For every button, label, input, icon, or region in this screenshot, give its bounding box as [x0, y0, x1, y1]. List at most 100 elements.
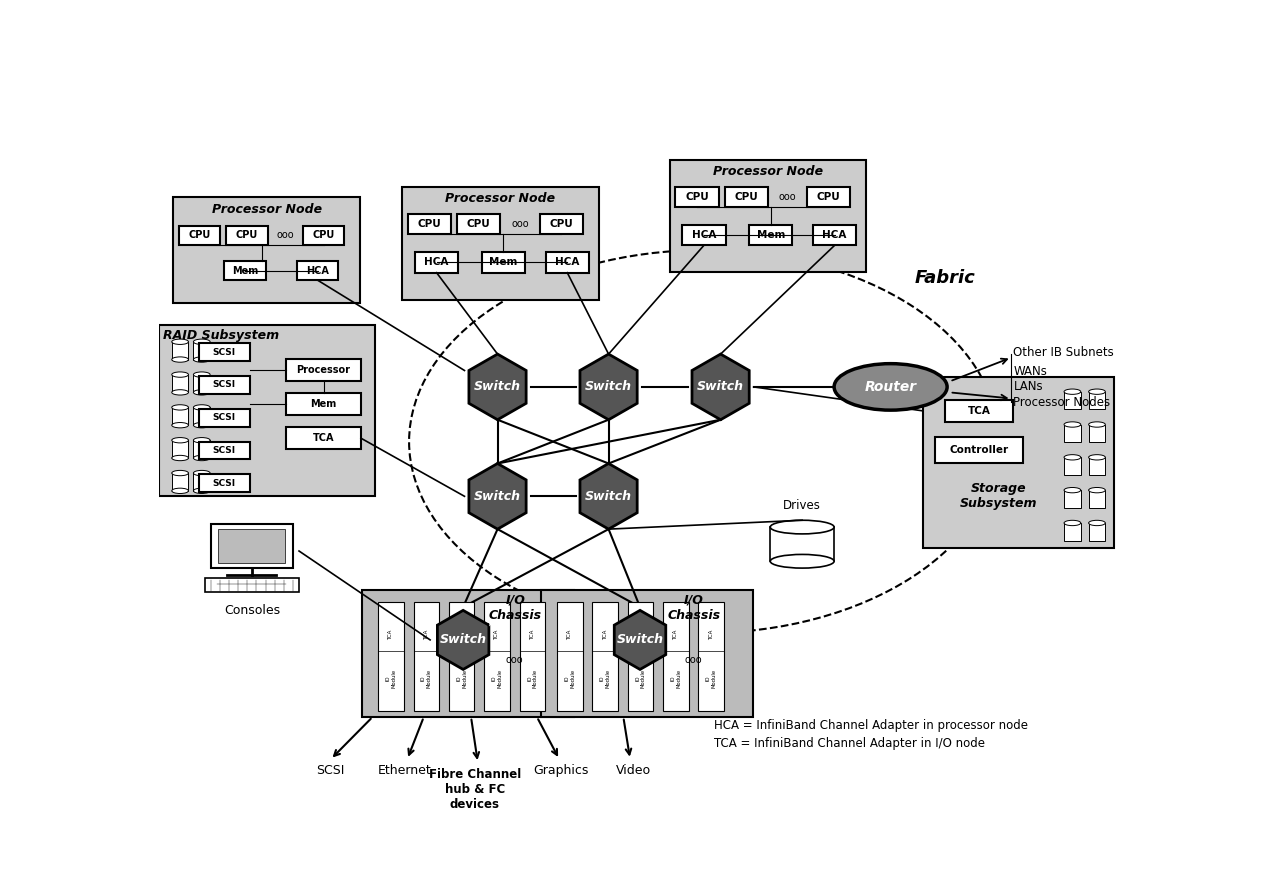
Text: SCSI: SCSI — [213, 479, 236, 488]
FancyBboxPatch shape — [194, 440, 210, 458]
Ellipse shape — [770, 554, 834, 568]
Text: TCA: TCA — [602, 630, 607, 640]
Text: CPU: CPU — [685, 192, 709, 202]
Text: Mem: Mem — [232, 266, 259, 275]
FancyBboxPatch shape — [171, 375, 189, 392]
Text: CPU: CPU — [418, 219, 441, 229]
Text: Drives: Drives — [784, 499, 822, 512]
Polygon shape — [579, 354, 638, 420]
FancyBboxPatch shape — [287, 427, 361, 449]
Ellipse shape — [171, 372, 189, 377]
FancyBboxPatch shape — [1064, 490, 1080, 508]
Ellipse shape — [194, 488, 210, 494]
Text: I/O
Chassis: I/O Chassis — [488, 594, 541, 622]
FancyBboxPatch shape — [935, 437, 1023, 463]
FancyBboxPatch shape — [378, 602, 403, 711]
FancyBboxPatch shape — [682, 225, 725, 245]
FancyBboxPatch shape — [408, 214, 451, 234]
Text: IO
Module: IO Module — [635, 669, 645, 688]
Text: ooo: ooo — [511, 219, 529, 229]
Ellipse shape — [171, 471, 189, 476]
Text: TCA: TCA — [388, 630, 393, 640]
Ellipse shape — [1064, 422, 1080, 427]
Text: IO
Module: IO Module — [671, 669, 681, 688]
Ellipse shape — [1089, 455, 1106, 460]
Text: Fabric: Fabric — [914, 268, 975, 287]
Text: Switch: Switch — [474, 380, 521, 393]
Polygon shape — [469, 464, 526, 529]
FancyBboxPatch shape — [199, 474, 250, 492]
Text: Switch: Switch — [585, 490, 631, 503]
FancyBboxPatch shape — [1064, 523, 1080, 541]
Ellipse shape — [171, 390, 189, 395]
FancyBboxPatch shape — [813, 225, 856, 245]
FancyBboxPatch shape — [724, 186, 767, 207]
Text: TCA: TCA — [530, 630, 535, 640]
Text: TCA: TCA — [459, 630, 464, 640]
Text: Processor Nodes: Processor Nodes — [1013, 396, 1111, 409]
FancyBboxPatch shape — [171, 342, 189, 360]
Text: SCSI: SCSI — [213, 380, 236, 389]
Text: RAID Subsystem: RAID Subsystem — [164, 329, 279, 342]
FancyBboxPatch shape — [1064, 457, 1080, 475]
Text: IO
Module: IO Module — [600, 669, 610, 688]
FancyBboxPatch shape — [210, 524, 293, 568]
Ellipse shape — [194, 456, 210, 461]
Ellipse shape — [194, 438, 210, 443]
Text: IO
Module: IO Module — [527, 669, 538, 688]
Ellipse shape — [171, 456, 189, 461]
Text: TCA = InfiniBand Channel Adapter in I/O node: TCA = InfiniBand Channel Adapter in I/O … — [714, 737, 985, 750]
FancyBboxPatch shape — [199, 408, 250, 426]
Text: CPU: CPU — [467, 219, 491, 229]
Ellipse shape — [1064, 389, 1080, 394]
FancyBboxPatch shape — [179, 226, 221, 245]
FancyBboxPatch shape — [224, 261, 265, 281]
FancyBboxPatch shape — [557, 602, 582, 711]
Text: CPU: CPU — [734, 192, 758, 202]
FancyBboxPatch shape — [204, 578, 299, 592]
Text: Video: Video — [615, 765, 650, 777]
Text: HCA: HCA — [692, 230, 716, 240]
FancyBboxPatch shape — [194, 342, 210, 360]
Text: IO
Module: IO Module — [564, 669, 576, 688]
Text: Controller: Controller — [950, 445, 1008, 455]
Text: TCA: TCA — [495, 630, 500, 640]
FancyBboxPatch shape — [540, 214, 583, 234]
Text: TCA: TCA — [967, 406, 990, 416]
FancyBboxPatch shape — [923, 377, 1115, 548]
Text: HCA: HCA — [425, 258, 449, 267]
Text: Other IB Subnets: Other IB Subnets — [1013, 346, 1115, 360]
FancyBboxPatch shape — [297, 261, 339, 281]
Text: ooo: ooo — [779, 192, 796, 202]
Text: CPU: CPU — [312, 230, 335, 240]
Ellipse shape — [194, 357, 210, 362]
FancyBboxPatch shape — [482, 252, 525, 273]
FancyBboxPatch shape — [663, 602, 689, 711]
Text: I/O
Chassis: I/O Chassis — [667, 594, 720, 622]
Ellipse shape — [1064, 455, 1080, 460]
FancyBboxPatch shape — [1089, 490, 1106, 508]
FancyBboxPatch shape — [413, 602, 439, 711]
FancyBboxPatch shape — [676, 186, 719, 207]
Ellipse shape — [1089, 520, 1106, 526]
FancyBboxPatch shape — [1089, 457, 1106, 475]
Ellipse shape — [171, 405, 189, 410]
Ellipse shape — [194, 405, 210, 410]
Ellipse shape — [194, 339, 210, 345]
FancyBboxPatch shape — [287, 359, 361, 381]
Text: Mem: Mem — [311, 399, 337, 409]
FancyBboxPatch shape — [1089, 392, 1106, 409]
Text: Switch: Switch — [585, 380, 631, 393]
Text: Switch: Switch — [697, 380, 744, 393]
Text: CPU: CPU — [189, 230, 210, 240]
FancyBboxPatch shape — [171, 473, 189, 491]
Text: ooo: ooo — [276, 230, 294, 240]
Text: SCSI: SCSI — [213, 446, 236, 455]
Text: SCSI: SCSI — [213, 347, 236, 356]
Text: CPU: CPU — [236, 230, 259, 240]
Text: IO
Module: IO Module — [492, 669, 502, 688]
FancyBboxPatch shape — [226, 226, 268, 245]
FancyBboxPatch shape — [287, 393, 361, 415]
FancyBboxPatch shape — [545, 252, 588, 273]
Ellipse shape — [1089, 389, 1106, 394]
